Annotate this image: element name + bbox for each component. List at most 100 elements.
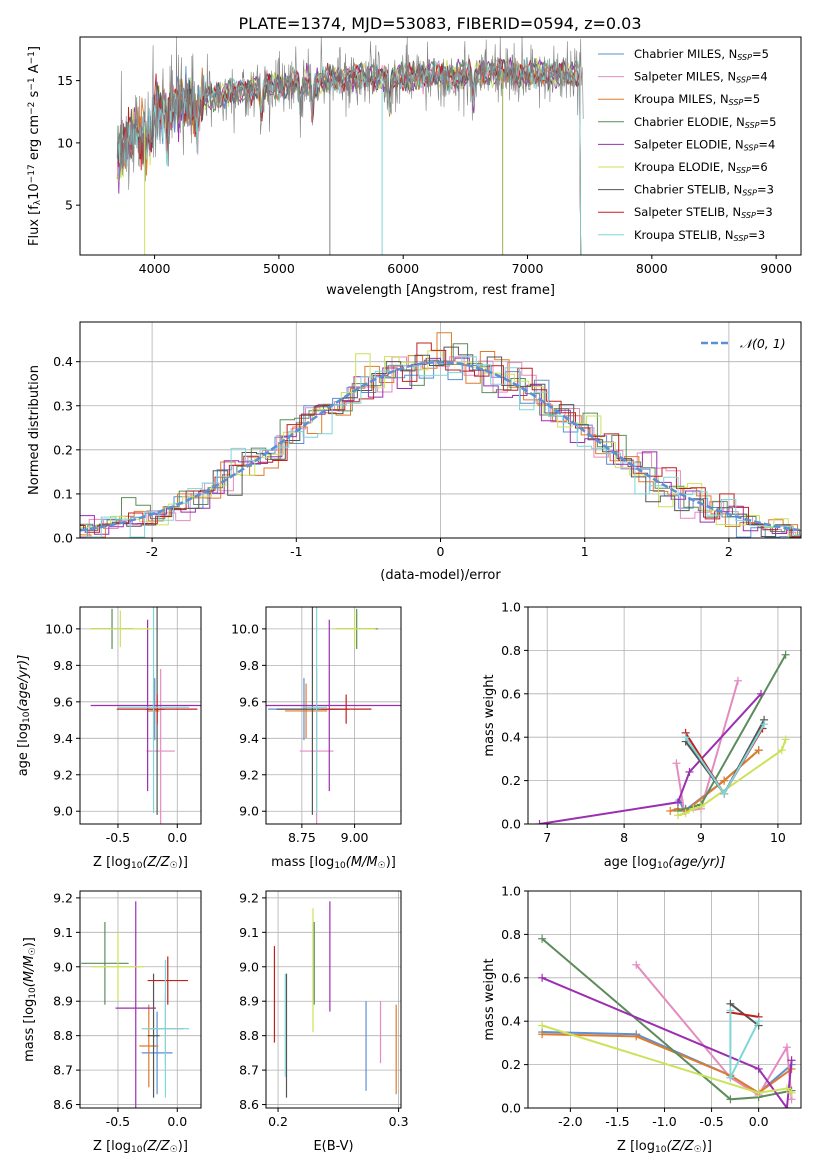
y-tick-label: 9.6 xyxy=(239,694,259,709)
mass-weight-line xyxy=(730,1011,759,1018)
age-vs-metallicity-panel: -0.5 0.09.09.29.49.69.810.0Z [log10(Z/Z☉)… xyxy=(16,606,202,871)
label-part: −2 xyxy=(27,102,37,115)
label-part: Chabrier MILES, N xyxy=(634,47,737,61)
y-tick-label: 8.6 xyxy=(239,1097,259,1112)
gaussian-curve xyxy=(80,360,799,532)
legend-entry: Salpeter MILES, NSSP=4 xyxy=(634,70,768,85)
label-part: (Z/Z xyxy=(142,855,170,870)
label-part: 10 xyxy=(22,711,32,723)
legend-entry: Kroupa STELIB, NSSP=3 xyxy=(634,228,765,243)
label-part: SSP xyxy=(741,211,756,220)
y-tick-label: 0.0 xyxy=(501,1101,521,1116)
y-tick-label: 5 xyxy=(65,198,73,213)
label-part: Flux [f xyxy=(27,205,42,246)
x-axis-label: Z [log10(Z/Z☉)] xyxy=(93,1139,188,1155)
y-tick-label: 0.6 xyxy=(501,686,521,701)
label-part: 10 xyxy=(131,861,143,871)
y-tick-label: 0.0 xyxy=(53,531,73,546)
label-part: =4 xyxy=(751,70,768,84)
y-tick-label: 8.7 xyxy=(53,1063,73,1078)
y-tick-label: 9.0 xyxy=(53,959,73,974)
y-tick-label: 9.2 xyxy=(239,767,259,782)
y-tick-label: 0.8 xyxy=(501,643,521,658)
label-part: A xyxy=(27,64,42,77)
x-tick-label: -1.0 xyxy=(652,1114,676,1129)
plot-area xyxy=(535,650,790,824)
axes-frame xyxy=(265,606,402,825)
y-tick-label: 9.8 xyxy=(53,658,73,673)
y-tick-label: 8.6 xyxy=(53,1097,73,1112)
label-part: SSP xyxy=(734,234,749,243)
label-part: (age/yr)] xyxy=(16,655,31,712)
label-part: 10 xyxy=(334,861,346,871)
label-part: =3 xyxy=(756,205,773,219)
label-part: =5 xyxy=(760,115,777,129)
y-axis-label: mass [log10(M/M☉)] xyxy=(22,937,38,1062)
x-tick-label: -2 xyxy=(146,544,158,559)
plot-area xyxy=(538,934,796,1108)
label-part: Kroupa MILES, N xyxy=(634,92,729,106)
mass-weight-line xyxy=(541,937,792,1101)
x-axis-label: mass [log10(M/M☉)] xyxy=(271,855,396,871)
label-part: mass [log xyxy=(271,855,334,870)
mass-vs-metallicity-panel: -0.5 0.08.68.78.88.99.09.19.2Z [log10(Z/Z… xyxy=(22,890,202,1155)
figure-title: PLATE=1374, MJD=53083, FIBERID=0594, z=0… xyxy=(238,14,641,33)
x-tick-label: 4000 xyxy=(139,261,171,276)
label-part: age [log xyxy=(16,723,31,776)
y-tick-label: 10 xyxy=(57,135,73,150)
label-part: erg cm xyxy=(27,115,42,164)
label-part: 10 xyxy=(655,1145,667,1155)
x-axis-label: (data-model)/error xyxy=(380,568,501,583)
x-tick-label: 0.0 xyxy=(167,830,187,845)
legend-entry: Chabrier ELODIE, NSSP=5 xyxy=(634,115,776,130)
label-part: SSP xyxy=(737,53,752,62)
mass-weight-line xyxy=(677,654,787,812)
y-tick-label: 0.6 xyxy=(501,970,521,985)
label-part: 10 xyxy=(131,1145,143,1155)
x-tick-label: -1.5 xyxy=(605,1114,629,1129)
x-tick-label: 0.3 xyxy=(389,1114,409,1129)
x-tick-label: -0.5 xyxy=(106,1114,130,1129)
y-tick-label: 9.1 xyxy=(53,925,73,940)
y-tick-label: 10.0 xyxy=(231,621,259,636)
x-tick-label: 10 xyxy=(770,830,786,845)
x-axis-label: Z [log10(Z/Z☉)] xyxy=(617,1139,712,1155)
y-tick-label: 8.8 xyxy=(53,1028,73,1043)
y-tick-label: 9.2 xyxy=(239,890,259,905)
y-tick-label: 9.1 xyxy=(239,925,259,940)
axes-frame xyxy=(79,890,202,1109)
x-tick-label: 6000 xyxy=(387,261,419,276)
y-tick-label: 8.8 xyxy=(239,1028,259,1043)
y-tick-label: 9.0 xyxy=(239,804,259,819)
y-tick-label: 0.1 xyxy=(53,486,73,501)
y-axis-label: mass weight xyxy=(482,958,497,1040)
histogram-step xyxy=(80,346,801,538)
legend-entry: Chabrier STELIB, NSSP=3 xyxy=(634,183,774,198)
label-part: ☉ xyxy=(28,947,38,955)
label-part: Salpeter STELIB, N xyxy=(634,205,741,219)
y-tick-label: 0.3 xyxy=(53,398,73,413)
x-tick-label: 8 xyxy=(620,830,628,845)
mass-weight-line xyxy=(541,1024,793,1094)
x-tick-label: 9000 xyxy=(760,261,792,276)
spectrum-panel: 4000 5000 6000 7000 8000 9000 5 10 15 wavelength … xyxy=(27,36,802,298)
label-part: 10 xyxy=(27,183,42,200)
y-tick-label: 9.0 xyxy=(53,804,73,819)
y-tick-label: 9.4 xyxy=(239,731,259,746)
y-tick-label: 8.9 xyxy=(239,994,259,1009)
label-part: s xyxy=(27,90,42,101)
y-tick-label: 9.2 xyxy=(53,767,73,782)
model-spectrum-line xyxy=(116,58,582,255)
label-part: ] xyxy=(27,46,42,51)
label-part: Chabrier ELODIE, N xyxy=(634,115,745,129)
label-part: 10 xyxy=(28,987,38,999)
y-axis-label: age [log10(age/yr)] xyxy=(16,655,32,777)
x-tick-label: 8000 xyxy=(636,261,668,276)
label-part: ☉ xyxy=(170,861,178,871)
mass-weight-line xyxy=(675,680,739,813)
y-tick-label: 10.0 xyxy=(45,621,73,636)
legend-entry: Salpeter ELODIE, NSSP=4 xyxy=(634,137,775,152)
histogram-step xyxy=(80,342,801,538)
label-part: )] xyxy=(178,1139,188,1154)
y-tick-label: 0.4 xyxy=(53,354,73,369)
